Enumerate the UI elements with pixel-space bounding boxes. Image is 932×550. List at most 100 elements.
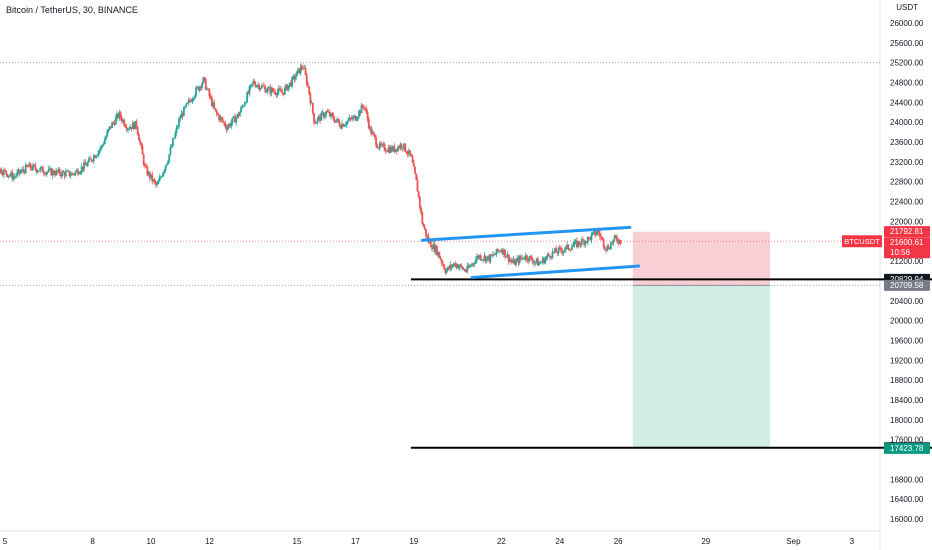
candle-body — [388, 147, 391, 153]
candle-body — [555, 248, 558, 253]
candle-body — [107, 129, 110, 132]
candle-body — [73, 173, 76, 175]
candle-body — [215, 110, 218, 114]
candle-body — [490, 254, 493, 256]
candle-body — [375, 137, 377, 146]
candle-body — [558, 247, 561, 249]
candle-body — [167, 161, 169, 164]
candle-body — [518, 256, 521, 264]
candle-body — [516, 257, 519, 261]
x-tick-label: 29 — [701, 537, 710, 546]
price-badge — [884, 442, 930, 454]
candle-body — [401, 147, 404, 149]
candle-body — [308, 86, 311, 94]
candle-body — [400, 144, 403, 148]
y-tick-label: 21200.00 — [890, 257, 924, 266]
candle-body — [363, 107, 365, 108]
candle-body — [573, 241, 576, 246]
price-badge — [884, 226, 930, 238]
candle-body — [432, 243, 435, 250]
candle-body — [72, 173, 75, 175]
candle-body — [180, 113, 183, 119]
candle-body — [7, 175, 10, 177]
candle-body — [109, 126, 112, 128]
candle-body — [255, 85, 258, 87]
candle-body — [152, 179, 155, 182]
candle-body — [103, 139, 106, 144]
candle-body — [168, 154, 171, 162]
candle-body — [5, 170, 8, 175]
candle-body — [397, 146, 399, 152]
candle-body — [126, 129, 129, 130]
candle-body — [617, 241, 620, 244]
candle-body — [443, 265, 446, 270]
candle-body — [579, 244, 582, 246]
candle-body — [332, 115, 335, 120]
candle-body — [344, 124, 347, 126]
x-tick-label: 19 — [409, 537, 418, 546]
candle-body — [270, 88, 273, 94]
candle-body — [288, 82, 291, 86]
candle-body — [479, 255, 482, 260]
candle-body — [460, 264, 463, 267]
candle-body — [502, 249, 505, 255]
candle-body — [474, 259, 477, 264]
candle-body — [212, 102, 214, 107]
candle-body — [285, 84, 287, 88]
candle-body — [63, 172, 66, 177]
candle-body — [173, 138, 176, 139]
candle-body — [547, 254, 550, 256]
candle-body — [179, 118, 182, 120]
candle-body — [395, 149, 398, 152]
y-tick-label: 22000.00 — [890, 217, 924, 226]
candle-body — [55, 170, 57, 176]
candle-body — [549, 255, 551, 258]
candle-body — [426, 235, 429, 237]
candle-body — [187, 100, 190, 103]
candle-body — [118, 112, 121, 118]
candle-body — [223, 121, 225, 123]
position-target-zone — [632, 285, 771, 449]
candle-body — [195, 87, 197, 96]
price-badge — [884, 279, 930, 291]
x-tick-label: 5 — [3, 537, 8, 546]
candle-body — [372, 132, 375, 135]
candle-body — [444, 269, 447, 273]
y-tick-label: 23600.00 — [890, 138, 924, 147]
candle-body — [214, 108, 217, 111]
candle-body — [39, 167, 42, 171]
candle-body — [254, 84, 257, 87]
candle-body — [208, 89, 211, 97]
position-stop-zone — [632, 231, 771, 286]
candle-body — [77, 169, 79, 175]
candle-body — [96, 154, 99, 156]
candle-body — [217, 113, 219, 116]
candle-body — [144, 164, 146, 167]
candle-body — [326, 111, 329, 113]
candle-body — [38, 170, 40, 172]
x-tick-label: 22 — [497, 537, 506, 546]
candle-body — [28, 163, 31, 167]
candle-body — [169, 147, 172, 155]
price-badge-label: 20709.58 — [890, 281, 924, 290]
candle-body — [192, 98, 195, 100]
candle-body — [506, 254, 509, 257]
candle-body — [414, 166, 416, 174]
candle-body — [498, 250, 500, 252]
candle-body — [4, 169, 6, 171]
candle-body — [405, 151, 408, 154]
candle-body — [226, 127, 229, 130]
candle-body — [544, 258, 547, 264]
candle-body — [592, 231, 595, 233]
candle-body — [461, 266, 464, 270]
candle-body — [431, 247, 433, 250]
candle-body — [613, 235, 616, 240]
candle-body — [156, 184, 158, 185]
candle-body — [595, 233, 598, 236]
candle-body — [92, 155, 95, 161]
candle-body — [364, 107, 367, 110]
candle-body — [49, 168, 51, 170]
candle-body — [218, 115, 221, 121]
candle-body — [32, 164, 34, 170]
